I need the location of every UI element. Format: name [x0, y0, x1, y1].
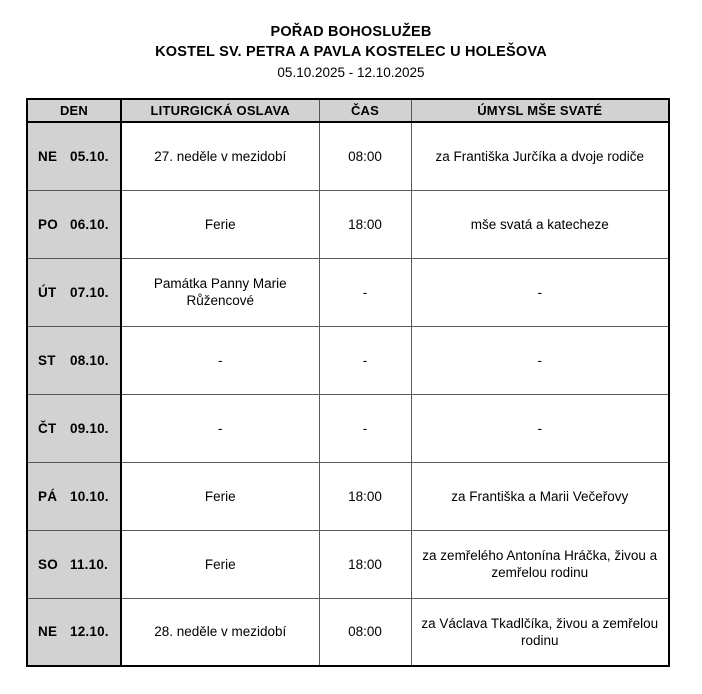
- day-abbreviation: ČT: [38, 420, 57, 436]
- day-date: 09.10.: [70, 420, 109, 436]
- day-abbreviation: ÚT: [38, 284, 57, 300]
- day-abbreviation: PÁ: [38, 488, 58, 504]
- table-row: NE 12.10. 28. neděle v mezidobí 08:00 za …: [27, 597, 669, 666]
- day-abbreviation: NE: [38, 624, 58, 640]
- cell-day: NE 12.10.: [27, 597, 122, 666]
- cell-day: ÚT 07.10.: [27, 257, 122, 326]
- cell-celebration: -: [121, 325, 320, 394]
- column-header-cas: ČAS: [319, 99, 412, 123]
- cell-celebration: 27. neděle v mezidobí: [121, 122, 320, 190]
- mass-schedule-table: DEN LITURGICKÁ OSLAVA ČAS ÚMYSL MŠE SVAT…: [26, 98, 670, 667]
- cell-time: -: [319, 393, 412, 462]
- column-header-umysl-mse-svate: ÚMYSL MŠE SVATÉ: [411, 99, 669, 123]
- table-row: ST 08.10. - - -: [27, 325, 669, 394]
- day-date: 05.10.: [70, 148, 109, 164]
- document-title-block: POŘAD BOHOSLUŽEB KOSTEL SV. PETRA A PAVL…: [0, 22, 702, 83]
- day-date: 10.10.: [70, 488, 109, 504]
- table-row: ÚT 07.10. Památka Panny Marie Růžencové -…: [27, 257, 669, 326]
- day-date: 11.10.: [70, 556, 108, 572]
- cell-celebration: Památka Panny Marie Růžencové: [121, 257, 320, 326]
- cell-time: -: [319, 257, 412, 326]
- column-header-liturgicka-oslava: LITURGICKÁ OSLAVA: [121, 99, 320, 123]
- cell-intention: za Františka Jurčíka a dvoje rodiče: [411, 122, 669, 190]
- cell-celebration: Ferie: [121, 529, 320, 598]
- table-row: NE 05.10. 27. neděle v mezidobí 08:00 za …: [27, 122, 669, 190]
- day-date: 12.10.: [70, 624, 109, 640]
- cell-intention: za Václava Tkadlčíka, živou a zemřelou r…: [411, 597, 669, 666]
- day-abbreviation: NE: [38, 148, 58, 164]
- cell-day: PÁ 10.10.: [27, 461, 122, 530]
- cell-intention: -: [411, 393, 669, 462]
- cell-day: PO 06.10.: [27, 189, 122, 258]
- column-header-den: DEN: [27, 99, 122, 123]
- table-row: PO 06.10. Ferie 18:00 mše svatá a kateche…: [27, 189, 669, 258]
- cell-intention: mše svatá a katecheze: [411, 189, 669, 258]
- cell-intention: za Františka a Marii Večeřovy: [411, 461, 669, 530]
- cell-celebration: 28. neděle v mezidobí: [121, 597, 320, 666]
- day-date: 08.10.: [70, 352, 109, 368]
- cell-intention: za zemřelého Antonína Hráčka, živou a ze…: [411, 529, 669, 598]
- cell-celebration: -: [121, 393, 320, 462]
- table-row: ČT 09.10. - - -: [27, 393, 669, 462]
- table-row: PÁ 10.10. Ferie 18:00 za Františka a Mari…: [27, 461, 669, 530]
- cell-intention: -: [411, 325, 669, 394]
- cell-celebration: Ferie: [121, 189, 320, 258]
- cell-time: 08:00: [319, 597, 412, 666]
- day-date: 06.10.: [70, 216, 109, 232]
- page-title: POŘAD BOHOSLUŽEB: [270, 24, 432, 40]
- page-subtitle-church: KOSTEL SV. PETRA A PAVLA KOSTELEC U HOLE…: [155, 44, 547, 60]
- table-header: DEN LITURGICKÁ OSLAVA ČAS ÚMYSL MŠE SVAT…: [27, 99, 669, 123]
- cell-day: ČT 09.10.: [27, 393, 122, 462]
- cell-time: 18:00: [319, 529, 412, 598]
- table-row: SO 11.10. Ferie 18:00 za zemřelého Antoní…: [27, 529, 669, 598]
- cell-day: SO 11.10.: [27, 529, 122, 598]
- day-abbreviation: SO: [38, 556, 58, 572]
- cell-time: 08:00: [319, 122, 412, 190]
- cell-time: 18:00: [319, 189, 412, 258]
- cell-day: ST 08.10.: [27, 325, 122, 394]
- table-body: NE 05.10. 27. neděle v mezidobí 08:00 za …: [27, 122, 669, 666]
- day-date: 07.10.: [70, 284, 109, 300]
- cell-time: 18:00: [319, 461, 412, 530]
- day-abbreviation: PO: [38, 216, 58, 232]
- cell-day: NE 05.10.: [27, 122, 122, 190]
- cell-celebration: Ferie: [121, 461, 320, 530]
- date-range: 05.10.2025 - 12.10.2025: [277, 65, 425, 80]
- table-header-row: DEN LITURGICKÁ OSLAVA ČAS ÚMYSL MŠE SVAT…: [27, 99, 669, 123]
- cell-time: -: [319, 325, 412, 394]
- cell-intention: -: [411, 257, 669, 326]
- day-abbreviation: ST: [38, 352, 56, 368]
